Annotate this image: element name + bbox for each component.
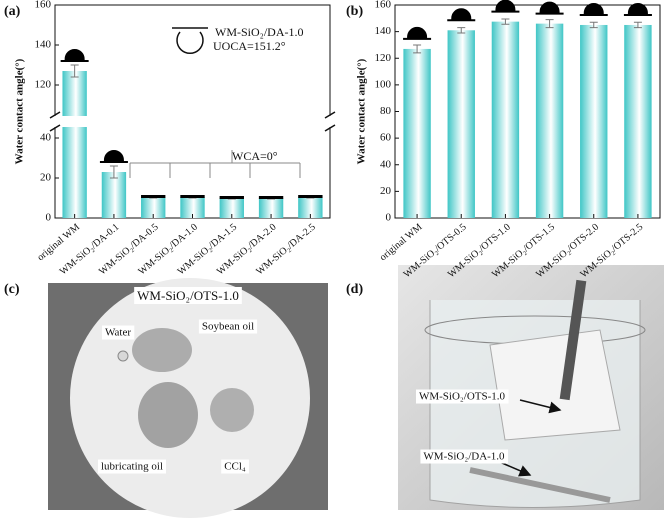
bar — [624, 24, 652, 218]
droplet-icon — [60, 49, 89, 62]
bar — [258, 198, 284, 218]
droplet-icon — [403, 26, 432, 40]
error-bar — [633, 21, 642, 29]
bar — [180, 197, 205, 218]
break-mark — [49, 111, 61, 132]
photo-text: Water — [105, 327, 131, 339]
x-tick-label: original WM — [378, 222, 425, 264]
error-bar — [70, 64, 79, 78]
y-tick-label: 160 — [375, 0, 392, 11]
y-tick-label: 40 — [40, 132, 52, 144]
droplet-icon — [219, 196, 244, 199]
photo-text: WM-SiO₂/OTS-1.0 — [419, 391, 506, 403]
bar — [298, 197, 323, 218]
droplet-icon — [258, 196, 284, 199]
inset-drop — [172, 27, 208, 55]
droplet-icon — [491, 0, 520, 13]
text-box — [97, 459, 167, 474]
photo-d — [398, 265, 664, 510]
y-tick-label: 40 — [380, 158, 392, 170]
y-tick-label: 20 — [380, 185, 392, 197]
bracket — [129, 150, 301, 178]
y-axis-label: Water contact angle(°) — [14, 58, 26, 164]
plot-frame — [394, 4, 661, 219]
bar — [535, 23, 564, 219]
bar — [62, 71, 87, 218]
photo-text: CCl₄ — [224, 461, 246, 473]
error-bar — [109, 165, 118, 179]
bar — [580, 24, 608, 218]
annotation: WM-SiO₂/DA-1.0 — [215, 25, 304, 39]
droplet-icon — [99, 150, 128, 163]
y-tick-label: 20 — [40, 172, 52, 184]
y-tick-label: 0 — [386, 212, 392, 224]
droplet-icon — [141, 195, 166, 198]
text-box — [420, 449, 509, 464]
error-bar — [457, 27, 466, 34]
panel-label: (d) — [346, 282, 363, 297]
y-tick-label: 60 — [380, 132, 392, 144]
photo-c — [48, 278, 328, 518]
panel-label: (a) — [4, 4, 21, 19]
photo-text: lubricating oil — [101, 461, 163, 473]
y-tick-label: 100 — [375, 78, 392, 90]
text-box — [134, 286, 242, 304]
annotation: UOCA=151.2° — [213, 39, 286, 53]
break-mark — [324, 111, 336, 132]
y-tick-label: 140 — [35, 39, 52, 51]
droplet-icon — [447, 8, 476, 22]
axis-break — [49, 116, 336, 127]
error-bar — [501, 18, 510, 25]
error-bar — [413, 44, 422, 54]
photo-text: WM-SiO₂/OTS-1.0 — [137, 288, 239, 303]
bar — [491, 21, 520, 218]
y-tick-label: 120 — [375, 52, 392, 64]
error-bar — [545, 19, 554, 29]
droplet-icon — [298, 195, 323, 198]
y-tick-label: 0 — [46, 212, 52, 224]
text-box — [102, 325, 135, 340]
annotation: WCA=0° — [232, 149, 278, 163]
panel-label: (c) — [4, 282, 20, 297]
droplet-icon — [535, 1, 564, 15]
error-bar — [589, 21, 598, 29]
text-box — [221, 459, 249, 474]
y-tick-label: 160 — [35, 0, 52, 11]
text-box — [415, 389, 509, 404]
photo-text: Soybean oil — [202, 321, 254, 333]
bar — [101, 172, 127, 218]
bar — [141, 197, 166, 218]
y-tick-label: 120 — [35, 79, 52, 91]
droplet-icon — [579, 2, 608, 16]
droplet-icon — [180, 195, 205, 198]
photo-text: WM-SiO₂/DA-1.0 — [423, 451, 505, 463]
bar — [219, 198, 244, 218]
bar — [403, 48, 431, 219]
bar — [447, 30, 475, 219]
y-tick-label: 140 — [375, 25, 392, 37]
panel-label: (b) — [346, 4, 363, 19]
text-box — [198, 319, 258, 334]
y-axis-label: Water contact angle(°) — [356, 58, 368, 164]
y-tick-label: 80 — [380, 105, 392, 117]
droplet-icon — [623, 2, 652, 16]
